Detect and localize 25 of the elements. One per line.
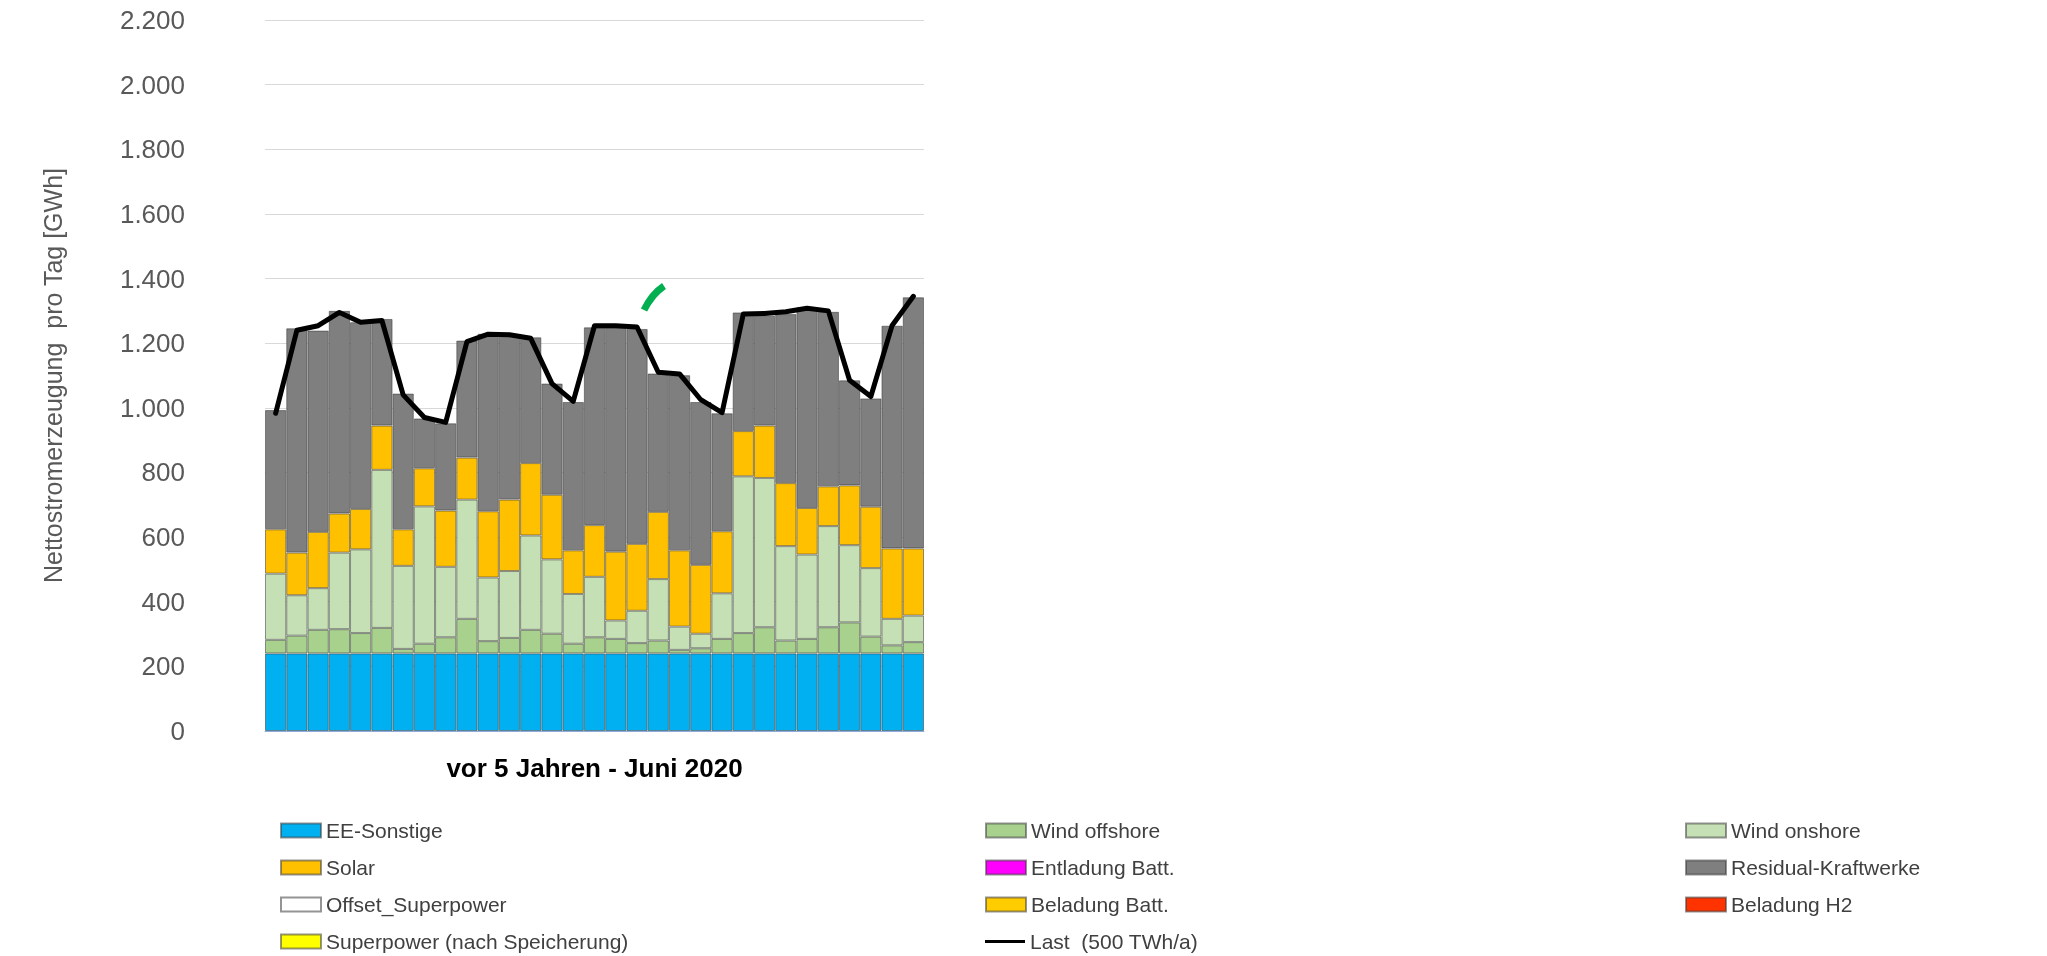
y-tick-label: 600 [141, 522, 185, 553]
y-tick-label: 1.400 [119, 263, 185, 294]
y-tick-label: 0 [170, 716, 185, 746]
legend-label: Beladung H2 [1731, 893, 1853, 916]
legend-label: Entladung Batt. [1031, 856, 1175, 879]
y-tick-label: 400 [141, 586, 185, 617]
legend-label: Superpower (nach Speicherung) [326, 930, 629, 953]
y-tick-label: 1.200 [119, 328, 185, 359]
y-tick-label: 2.200 [119, 5, 185, 35]
legend-label: Residual-Kraftwerke [1731, 856, 1921, 879]
x-axis-title: vor 5 Jahren - Juni 2020 [446, 753, 743, 783]
y-tick-label: 200 [141, 651, 185, 682]
legend-label: Solar [326, 856, 376, 879]
legend-label: Wind onshore [1731, 819, 1861, 842]
legend-label: Last (500 TWh/a) [1030, 930, 1198, 953]
legend-label: EE-Sonstige [326, 819, 443, 842]
legend-label: Beladung Batt. [1031, 893, 1169, 916]
y-tick-label: 1.600 [119, 198, 185, 229]
y-axis-title: Nettostromerzeugung pro Tag [GWh] [38, 167, 67, 584]
y-tick-label: 1.000 [119, 392, 185, 423]
y-tick-label: 800 [141, 457, 185, 488]
legend-label: Wind offshore [1031, 819, 1161, 842]
legend-label: Offset_Superpower [326, 893, 507, 917]
y-tick-label: 2.000 [119, 69, 185, 100]
y-tick-label: 1.800 [119, 134, 185, 165]
